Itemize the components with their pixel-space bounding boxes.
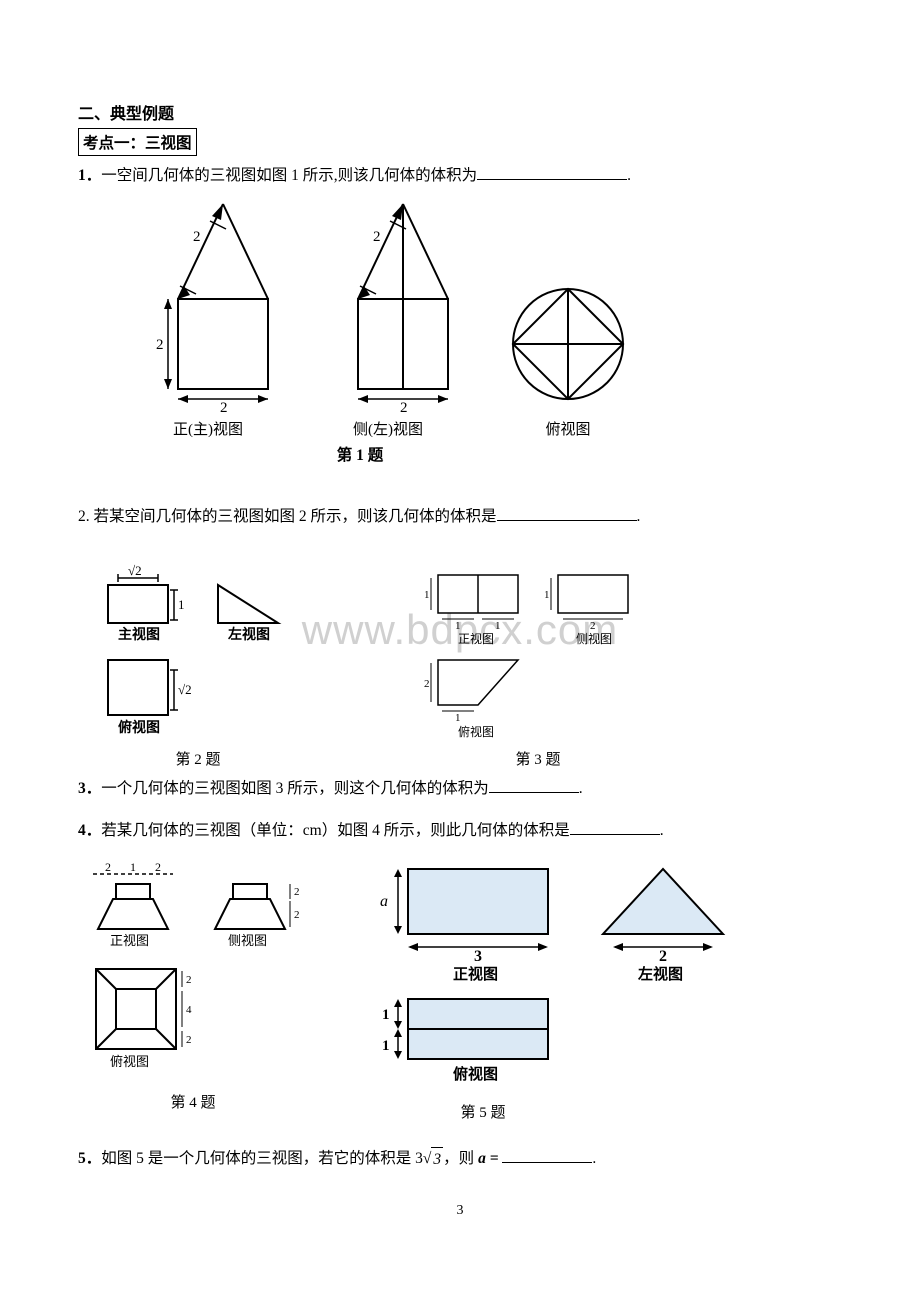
svg-text:俯视图: 俯视图 — [118, 719, 160, 736]
svg-text:左视图: 左视图 — [637, 965, 683, 983]
fig5-svg: a 3 正视图 2 左视图 1 — [368, 859, 738, 1089]
q4-period: . — [660, 822, 664, 839]
svg-text:侧视图: 侧视图 — [228, 933, 267, 948]
svg-text:2: 2 — [105, 860, 111, 874]
svg-text:1: 1 — [178, 597, 185, 612]
fig3-caption: 第 3 题 — [418, 748, 658, 769]
svg-text:侧视图: 侧视图 — [576, 631, 612, 646]
svg-text:2: 2 — [155, 860, 161, 874]
problem-5: 5．如图 5 是一个几何体的三视图，若它的体积是 33，则 a = . — [78, 1147, 842, 1173]
q5-a-eq: a = — [478, 1150, 498, 1167]
svg-text:2: 2 — [186, 974, 192, 986]
svg-text:1: 1 — [130, 860, 136, 874]
svg-text:1: 1 — [495, 620, 501, 632]
svg-text:正视图: 正视图 — [453, 965, 498, 983]
svg-text:3: 3 — [474, 948, 482, 965]
fig2-svg: √2 1 主视图 左视图 √2 俯视图 — [78, 560, 318, 740]
svg-text:2: 2 — [424, 678, 430, 690]
svg-text:左视图: 左视图 — [227, 626, 270, 643]
fig1-side: 2 2 侧(左)视图 — [318, 199, 458, 439]
fig5: a 3 正视图 2 左视图 1 — [368, 859, 738, 1122]
page-number: 3 — [78, 1203, 842, 1219]
q2-num: 2. — [78, 508, 90, 525]
q5-blank — [502, 1148, 592, 1164]
svg-text:4: 4 — [186, 1004, 192, 1016]
q3-period: . — [579, 780, 583, 797]
fig1-front-label: 正(主)视图 — [173, 418, 243, 439]
svg-text:2: 2 — [220, 400, 228, 414]
q1-blank — [477, 165, 627, 181]
fig4-svg: 2 1 2 正视图 2 2 侧视图 — [78, 859, 308, 1079]
q4-text: 若某几何体的三视图（单位：cm）如图 4 所示，则此几何体的体积是 — [101, 822, 569, 839]
q5-num: 5． — [78, 1150, 101, 1167]
problem-3: 3．一个几何体的三视图如图 3 所示，则这个几何体的体积为. — [78, 777, 842, 802]
q1-num: 1． — [78, 167, 101, 184]
q3-blank — [489, 777, 579, 793]
boxed-title: 考点一：三视图 — [78, 128, 197, 156]
q4-num: 4． — [78, 822, 101, 839]
svg-text:俯视图: 俯视图 — [110, 1054, 149, 1069]
fig1-front: 2 2 2 正(主)视图 — [138, 199, 278, 439]
fig2-caption: 第 2 题 — [78, 748, 318, 769]
svg-text:√2: √2 — [178, 682, 192, 697]
problem-4: 4．若某几何体的三视图（单位：cm）如图 4 所示，则此几何体的体积是. — [78, 819, 842, 844]
svg-text:1: 1 — [455, 712, 461, 724]
fig1-front-svg: 2 2 2 — [138, 199, 278, 414]
fig1-top-label: 俯视图 — [545, 418, 590, 439]
fig2: √2 1 主视图 左视图 √2 俯视图 第 2 题 — [78, 560, 318, 769]
q1-text: 一空间几何体的三视图如图 1 所示,则该几何体的体积为 — [101, 167, 477, 184]
fig1-top: 俯视图 — [498, 199, 638, 439]
q3-text: 一个几何体的三视图如图 3 所示，则这个几何体的体积为 — [101, 780, 489, 797]
svg-text:正视图: 正视图 — [110, 933, 149, 948]
q5-text-b: ，则 — [443, 1150, 478, 1167]
svg-text:1: 1 — [544, 589, 550, 601]
q5-text-a: 如图 5 是一个几何体的三视图，若它的体积是 — [101, 1150, 415, 1167]
svg-text:主视图: 主视图 — [118, 626, 160, 643]
svg-text:1: 1 — [424, 589, 430, 601]
svg-text:俯视图: 俯视图 — [458, 724, 494, 739]
q4-blank — [570, 820, 660, 836]
fig1-caption: 第 1 题 — [0, 443, 842, 465]
svg-text:1: 1 — [382, 1007, 390, 1023]
svg-text:1: 1 — [455, 620, 461, 632]
q3-num: 3． — [78, 780, 101, 797]
problem-2: 2. 若某空间几何体的三视图如图 2 所示，则该几何体的体积是. — [78, 505, 842, 530]
q5-sqrt: 3 — [423, 1147, 443, 1173]
fig1-top-svg — [498, 284, 638, 414]
fig1-side-label: 侧(左)视图 — [353, 418, 423, 439]
svg-text:2: 2 — [156, 337, 164, 353]
q2-text: 若某空间几何体的三视图如图 2 所示，则该几何体的体积是 — [90, 508, 497, 525]
fig3: 1 1 1 正视图 1 2 侧视图 2 1 俯视图 — [418, 560, 658, 769]
section-title: 二、典型例题 — [78, 100, 842, 124]
svg-text:2: 2 — [373, 229, 381, 245]
svg-text:1: 1 — [382, 1038, 390, 1054]
svg-text:2: 2 — [294, 886, 300, 898]
svg-text:2: 2 — [193, 229, 201, 245]
svg-text:正视图: 正视图 — [458, 631, 494, 646]
q5-period: . — [592, 1150, 596, 1167]
svg-text:2: 2 — [294, 909, 300, 921]
fig5-caption: 第 5 题 — [228, 1101, 738, 1122]
q1-period: . — [627, 167, 631, 184]
svg-text:2: 2 — [659, 948, 667, 965]
fig3-svg: 1 1 1 正视图 1 2 侧视图 2 1 俯视图 — [418, 560, 658, 740]
svg-text:2: 2 — [590, 620, 596, 632]
fig1-side-svg: 2 2 — [318, 199, 458, 414]
problem-1: 1．一空间几何体的三视图如图 1 所示,则该几何体的体积为. — [78, 164, 842, 189]
svg-text:2: 2 — [400, 400, 408, 414]
svg-text:a: a — [380, 893, 388, 910]
q5-three: 3 — [415, 1150, 423, 1167]
q2-blank — [497, 505, 637, 521]
q2-period: . — [637, 508, 641, 525]
svg-text:2: 2 — [186, 1034, 192, 1046]
svg-text:√2: √2 — [128, 563, 142, 578]
svg-text:俯视图: 俯视图 — [453, 1065, 498, 1083]
fig4: 2 1 2 正视图 2 2 侧视图 — [78, 859, 308, 1122]
